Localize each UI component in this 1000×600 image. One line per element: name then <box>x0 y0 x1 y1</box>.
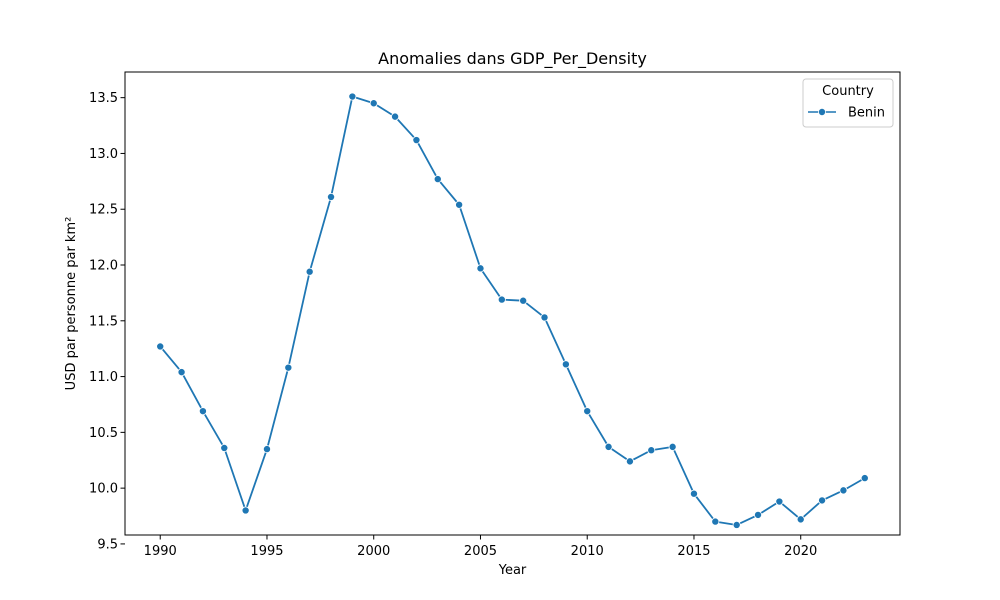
data-point <box>818 496 827 505</box>
data-point <box>455 200 464 209</box>
y-tick-label: 11.5 <box>89 314 118 329</box>
data-point <box>711 517 720 526</box>
data-point <box>604 442 613 451</box>
data-point <box>796 515 805 524</box>
x-tick-label: 1990 <box>144 544 177 559</box>
data-point <box>433 175 442 184</box>
data-point <box>732 520 741 529</box>
legend-box <box>802 78 894 128</box>
y-tick-label: 10.0 <box>89 482 118 497</box>
y-axis: 9.5 10.0 10.5 11.0 11.5 12.0 12.5 13.0 13.5 <box>89 91 125 552</box>
data-point <box>754 510 763 519</box>
y-axis-label: USD par personne par km² <box>64 217 79 391</box>
data-point <box>561 360 570 369</box>
data-point <box>839 486 848 495</box>
data-point <box>540 313 549 322</box>
x-tick-label: 2000 <box>357 544 390 559</box>
y-tick-label: 9.5 <box>97 537 118 552</box>
data-point <box>583 407 592 416</box>
data-point <box>262 445 271 454</box>
y-tick-label: 13.0 <box>89 147 118 162</box>
legend-label-benin: Benin <box>848 106 885 121</box>
data-point <box>284 363 293 372</box>
y-tick-label: 12.0 <box>89 259 118 274</box>
data-point <box>327 192 336 201</box>
series-line-benin <box>159 95 866 526</box>
data-point <box>369 99 378 108</box>
x-axis-label: Year <box>498 563 527 578</box>
data-point <box>860 474 869 483</box>
x-tick-label: 2005 <box>464 544 497 559</box>
x-tick-label: 1995 <box>250 544 283 559</box>
data-point <box>348 92 357 101</box>
data-point <box>241 506 250 515</box>
data-point <box>412 136 421 145</box>
chart-title: Anomalies dans GDP_Per_Density <box>378 49 647 69</box>
data-point <box>177 368 186 377</box>
data-point <box>668 442 677 451</box>
data-point <box>497 295 506 304</box>
data-point <box>156 342 165 351</box>
plot-frame <box>124 71 901 536</box>
plot-area <box>125 72 900 535</box>
data-point <box>775 497 784 506</box>
data-point <box>305 267 314 276</box>
data-point <box>689 489 698 498</box>
legend-title: Country <box>822 84 874 99</box>
x-tick-label: 2010 <box>571 544 604 559</box>
x-axis: 1990 1995 2000 2005 2010 2015 2020 <box>144 535 817 559</box>
legend-marker-swatch <box>818 108 827 117</box>
x-tick-label: 2015 <box>677 544 710 559</box>
y-tick-label: 10.5 <box>89 426 118 441</box>
data-point <box>220 443 229 452</box>
data-point <box>391 112 400 121</box>
y-tick-label: 12.5 <box>89 203 118 218</box>
series-layer <box>156 92 869 529</box>
y-tick-label: 13.5 <box>89 91 118 106</box>
data-point <box>625 457 634 466</box>
y-tick-label: 11.0 <box>89 370 118 385</box>
data-point <box>476 264 485 273</box>
x-tick-label: 2020 <box>784 544 817 559</box>
data-point <box>198 407 207 416</box>
legend: Country Benin <box>802 78 894 128</box>
data-point <box>519 296 528 305</box>
data-point <box>647 446 656 455</box>
